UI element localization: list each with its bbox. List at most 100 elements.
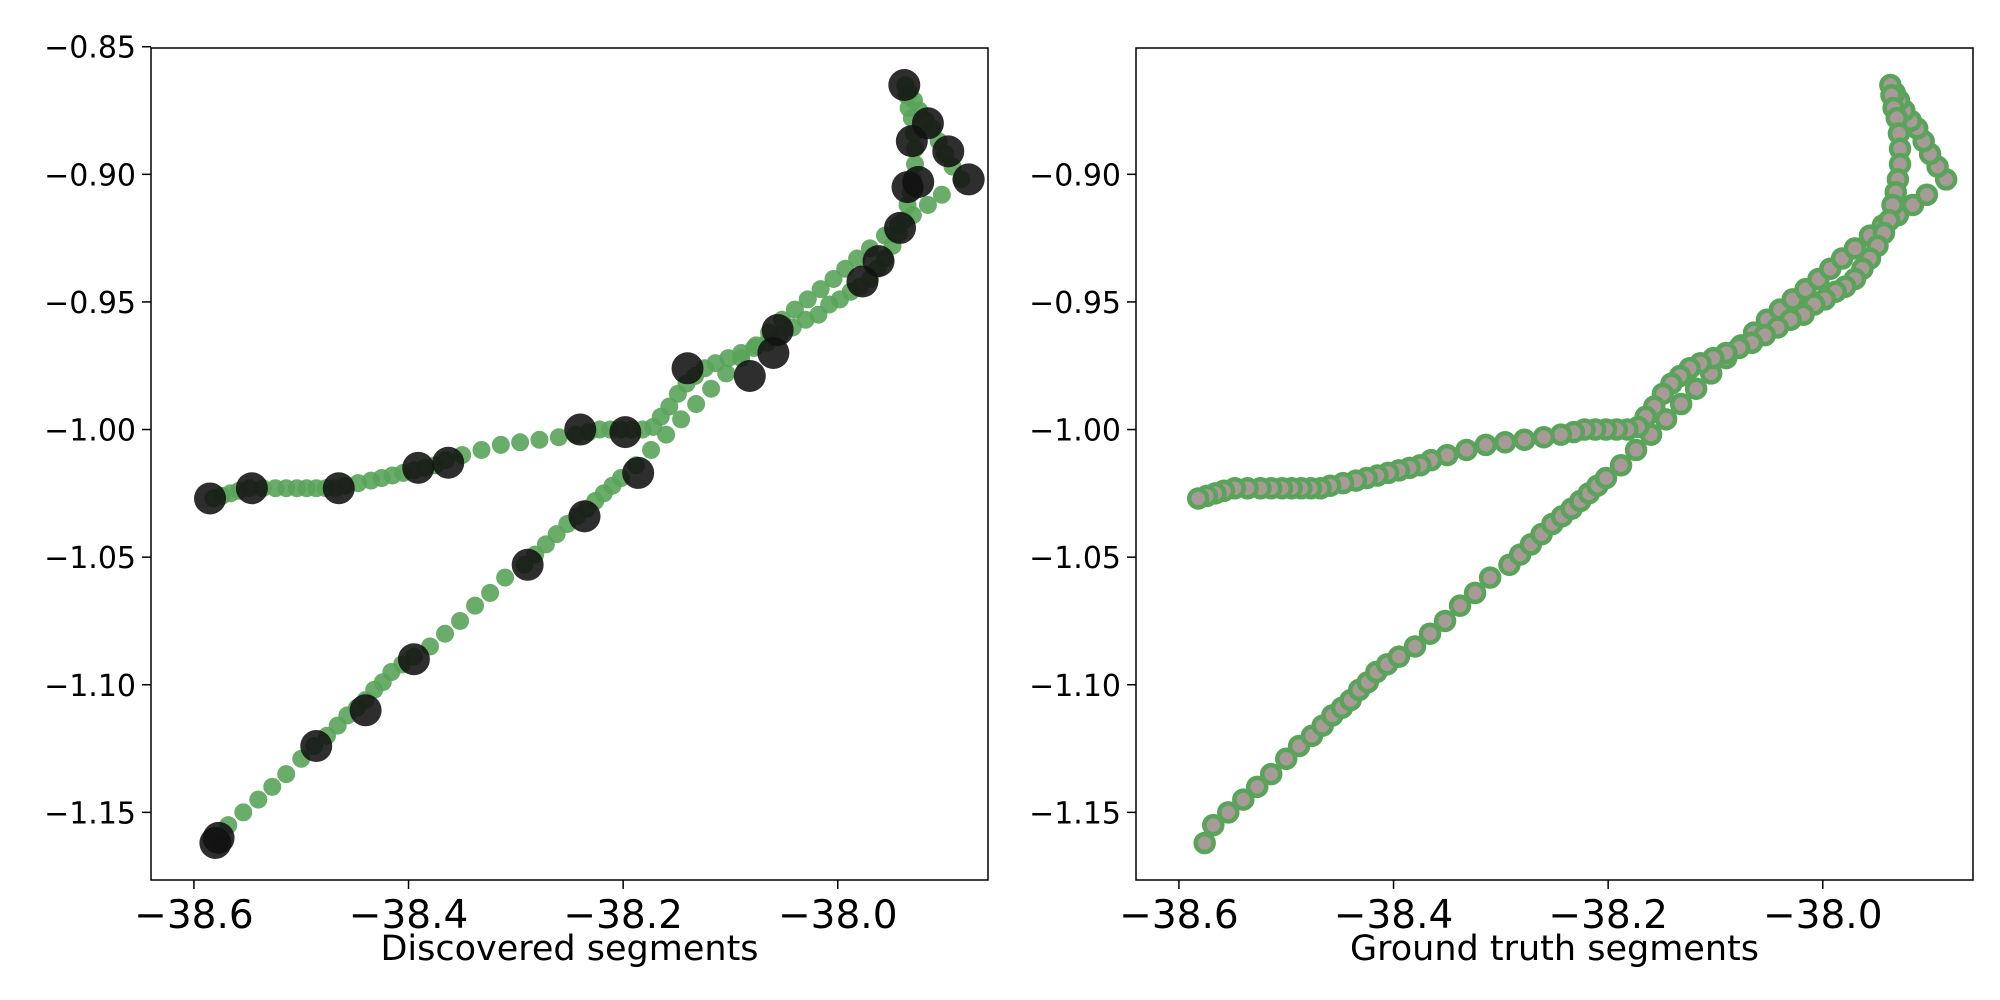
- segment-point: [952, 163, 985, 196]
- ground-truth-point: [1217, 801, 1240, 824]
- y-tick-label: −1.00: [44, 414, 136, 449]
- ground-truth-point: [1246, 775, 1269, 799]
- trajectory-point: [811, 280, 830, 299]
- segment-point: [846, 265, 879, 298]
- x-tick-label: −38.6: [1119, 893, 1239, 938]
- y-tick-label: −0.85: [44, 31, 136, 66]
- ground-truth-point: [1232, 788, 1255, 811]
- ground-truth-point: [1624, 438, 1648, 462]
- ground-truth-point: [1455, 438, 1478, 462]
- trajectory-point: [687, 395, 706, 414]
- segment-point: [622, 456, 655, 489]
- trajectory-point: [702, 379, 721, 398]
- segment-point: [757, 336, 790, 369]
- ground-truth-point: [1202, 813, 1225, 837]
- y-tick-label: −1.10: [1029, 669, 1121, 704]
- segment-point: [199, 826, 232, 859]
- y-tick-label: −0.90: [44, 158, 136, 193]
- segment-point: [511, 548, 544, 581]
- trajectory-point: [672, 410, 691, 429]
- axes-frame: [1135, 47, 1974, 881]
- segment-point: [671, 352, 704, 385]
- segment-point: [895, 125, 928, 158]
- segment-point: [397, 643, 430, 676]
- trajectory-point: [263, 777, 282, 796]
- y-tick-label: −1.05: [1029, 541, 1121, 576]
- x-tick-label: −38.2: [563, 893, 683, 938]
- trajectory-point: [266, 479, 285, 498]
- segment-point: [932, 135, 965, 168]
- y-tick-label: −1.10: [44, 669, 136, 704]
- y-tick-label: −1.15: [44, 796, 136, 831]
- ground-truth-point: [1418, 622, 1442, 645]
- trajectory-point: [466, 596, 485, 615]
- trajectory-point: [491, 435, 510, 454]
- axes-frame: [150, 47, 989, 881]
- trajectory-point: [472, 440, 491, 459]
- trajectory-point: [798, 290, 817, 309]
- trajectory-point: [918, 195, 937, 214]
- y-tick-label: −1.15: [1029, 796, 1121, 831]
- trajectory-point: [824, 269, 843, 288]
- segment-point: [733, 359, 766, 392]
- x-tick-label: −38.6: [134, 893, 254, 938]
- trajectory-point: [451, 611, 470, 630]
- segment-point: [349, 694, 382, 727]
- segment-point: [891, 171, 924, 204]
- segment-point: [884, 211, 917, 244]
- trajectory-point: [549, 428, 568, 447]
- trajectory-point: [848, 249, 867, 268]
- ground-truth-point: [1433, 609, 1457, 633]
- ground-truth-point: [1513, 428, 1536, 452]
- trajectory-point: [277, 765, 296, 784]
- x-tick-label: −38.4: [1334, 893, 1454, 938]
- y-tick-label: −1.05: [44, 541, 136, 576]
- segment-point: [322, 472, 355, 505]
- plot-area: [194, 69, 985, 859]
- x-tick-label: −38.2: [1548, 893, 1668, 938]
- segment-point: [609, 416, 642, 449]
- trajectory-point: [511, 433, 530, 452]
- segment-point: [888, 69, 921, 102]
- y-tick-label: −0.95: [1029, 286, 1121, 321]
- segment-point: [432, 446, 465, 479]
- y-tick-label: −1.00: [1029, 414, 1121, 449]
- y-tick-label: −0.95: [44, 286, 136, 321]
- ground-truth-point: [1274, 747, 1298, 771]
- ground-truth-point: [1532, 425, 1556, 449]
- segment-point: [194, 482, 227, 515]
- segment-point: [402, 451, 435, 484]
- ground-truth-point: [1915, 183, 1939, 206]
- x-axis-label: Ground truth segments: [1350, 929, 1759, 969]
- trajectory-point: [932, 185, 951, 204]
- x-tick-label: −38.0: [1763, 893, 1883, 938]
- segment-point: [300, 730, 333, 763]
- plot-area: [1186, 73, 1958, 855]
- trajectory-point: [496, 568, 515, 587]
- ground-truth-point: [1843, 237, 1867, 260]
- ground-truth-point: [1186, 487, 1210, 510]
- ground-truth-point: [1193, 831, 1216, 855]
- ground-truth-point: [1403, 635, 1427, 658]
- trajectory-point: [481, 583, 500, 602]
- ground-truth-point: [1594, 466, 1618, 490]
- trajectory-point: [642, 440, 661, 459]
- ground-truth-point: [1387, 645, 1411, 668]
- trajectory-point: [249, 790, 268, 809]
- trajectory-point: [530, 430, 549, 449]
- ground-truth-point: [1448, 594, 1472, 617]
- discovered-segments-panel: −38.6 −38.4 −38.2 −38.0 −0.85 −0.90 −0.95 −1.00…: [44, 31, 989, 969]
- ground-truth-point: [1684, 377, 1708, 400]
- ground-truth-point: [1259, 762, 1283, 786]
- x-tick-label: −38.4: [349, 893, 469, 938]
- segment-point: [564, 413, 597, 446]
- ground-truth-point: [1478, 566, 1502, 589]
- y-tick-label: −0.90: [1029, 158, 1121, 193]
- ground-truth-point: [1474, 433, 1498, 457]
- ground-truth-point: [1609, 454, 1633, 477]
- ground-truth-point: [1493, 431, 1517, 454]
- ground-truth-segments-panel: −38.6 −38.4 −38.2 −38.0 −0.90 −0.95 −1.00 −1.05…: [1029, 47, 1974, 969]
- segment-point: [235, 472, 268, 505]
- ground-truth-point: [1669, 392, 1693, 416]
